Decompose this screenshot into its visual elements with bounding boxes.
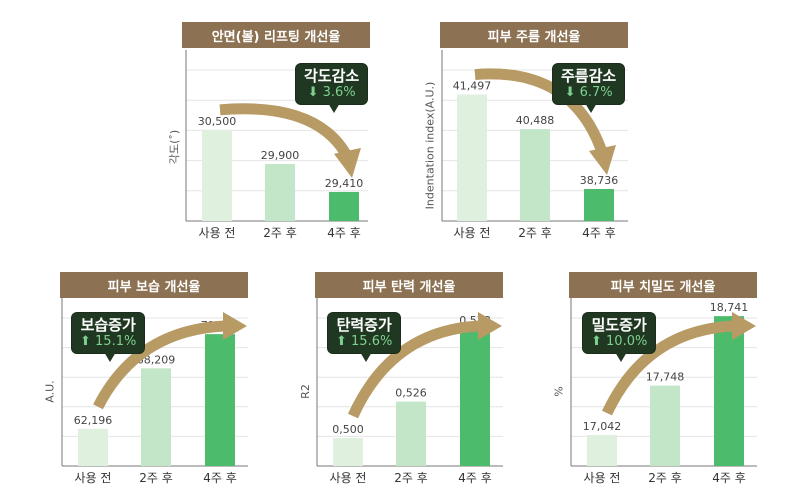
data-label: 38,736 [580, 174, 619, 187]
bar [520, 129, 550, 221]
bar [205, 334, 235, 466]
callout-change: ⬇ 3.6% [304, 85, 359, 101]
change-callout: 탄력증가 ⬆ 15.6% [328, 313, 401, 362]
data-label: 0,500 [332, 423, 364, 436]
category-label: 4주 후 [327, 226, 361, 240]
chart-title: 안면(볼) 리프팅 개선율 [182, 22, 370, 48]
change-callout: 밀도증가 ⬆ 10.0% [583, 313, 656, 362]
bar [202, 129, 232, 221]
y-axis-label: % [552, 386, 566, 397]
data-label: 62,196 [74, 414, 113, 427]
trend-arrowhead [732, 312, 756, 340]
chart-title: 피부 탄력 개선율 [315, 272, 503, 298]
trend-arrowhead [334, 147, 361, 178]
bar [265, 164, 295, 221]
category-label: 2주 후 [394, 471, 428, 485]
category-label: 4주 후 [458, 471, 492, 485]
category-label: 4주 후 [712, 471, 746, 485]
down-arrow-icon: ⬇ [307, 85, 323, 100]
data-label: 18,741 [710, 301, 749, 314]
callout-percent: 6.7% [579, 85, 613, 100]
callout-title: 탄력증가 [336, 316, 392, 334]
down-arrow-icon: ⬇ [564, 85, 580, 100]
up-arrow-icon: ⬆ [80, 334, 96, 349]
callout-change: ⬆ 10.0% [591, 334, 647, 350]
bar [78, 428, 108, 466]
category-label: 2주 후 [518, 226, 552, 240]
category-label: 4주 후 [203, 471, 237, 485]
category-label: 사용 전 [454, 226, 491, 240]
callout-title: 주름감소 [561, 67, 617, 85]
bar [329, 191, 359, 221]
category-label: 사용 전 [584, 471, 621, 485]
data-label: 41,497 [453, 80, 492, 93]
change-callout: 주름감소 ⬇ 6.7% [553, 64, 625, 113]
chart-title: 피부 보습 개선율 [60, 272, 248, 298]
trend-arrowhead [589, 144, 616, 175]
data-label: 29,410 [325, 177, 364, 190]
bar [587, 435, 617, 466]
callout-change: ⬇ 6.7% [561, 85, 616, 101]
data-label: 0,526 [395, 387, 427, 400]
change-callout: 각도감소 ⬇ 3.6% [296, 64, 368, 113]
category-label: 2주 후 [139, 471, 173, 485]
bar [396, 401, 426, 466]
bar [333, 438, 363, 466]
chart-title: 피부 치밀도 개선율 [569, 272, 757, 298]
category-label: 2주 후 [263, 226, 297, 240]
bar [460, 328, 490, 466]
data-label: 17,042 [583, 420, 622, 433]
trend-arrowhead [223, 312, 247, 340]
change-callout: 보습증가 ⬆ 15.1% [72, 313, 145, 362]
up-arrow-icon: ⬆ [336, 334, 352, 349]
callout-percent: 15.6% [351, 334, 393, 349]
trend-arrowhead [478, 312, 502, 340]
bar [141, 368, 171, 466]
callout-change: ⬆ 15.1% [80, 334, 136, 350]
bar [714, 316, 744, 466]
chart-title: 피부 주름 개선율 [440, 22, 628, 48]
callout-percent: 3.6% [322, 85, 356, 100]
callout-title: 보습증가 [80, 316, 136, 334]
trend-arrow [602, 320, 735, 416]
category-label: 사용 전 [75, 471, 112, 485]
callout-title: 밀도증가 [591, 316, 647, 334]
bar [650, 385, 680, 466]
category-label: 2주 후 [648, 471, 682, 485]
trend-arrow [347, 320, 481, 419]
callout-change: ⬆ 15.6% [336, 334, 392, 350]
trend-arrow [219, 103, 353, 161]
data-label: 30,500 [198, 115, 237, 128]
up-arrow-icon: ⬆ [591, 334, 607, 349]
trend-arrow [93, 320, 226, 410]
data-label: 40,488 [516, 114, 555, 127]
data-label: 29,900 [261, 149, 300, 162]
data-label: 17,748 [646, 371, 685, 384]
category-label: 사용 전 [199, 226, 236, 240]
bar [457, 94, 487, 221]
category-label: 4주 후 [582, 226, 616, 240]
bar [584, 188, 614, 221]
callout-percent: 15.1% [95, 334, 137, 349]
callout-percent: 10.0% [606, 334, 648, 349]
callout-title: 각도감소 [304, 67, 360, 85]
category-label: 사용 전 [330, 471, 367, 485]
